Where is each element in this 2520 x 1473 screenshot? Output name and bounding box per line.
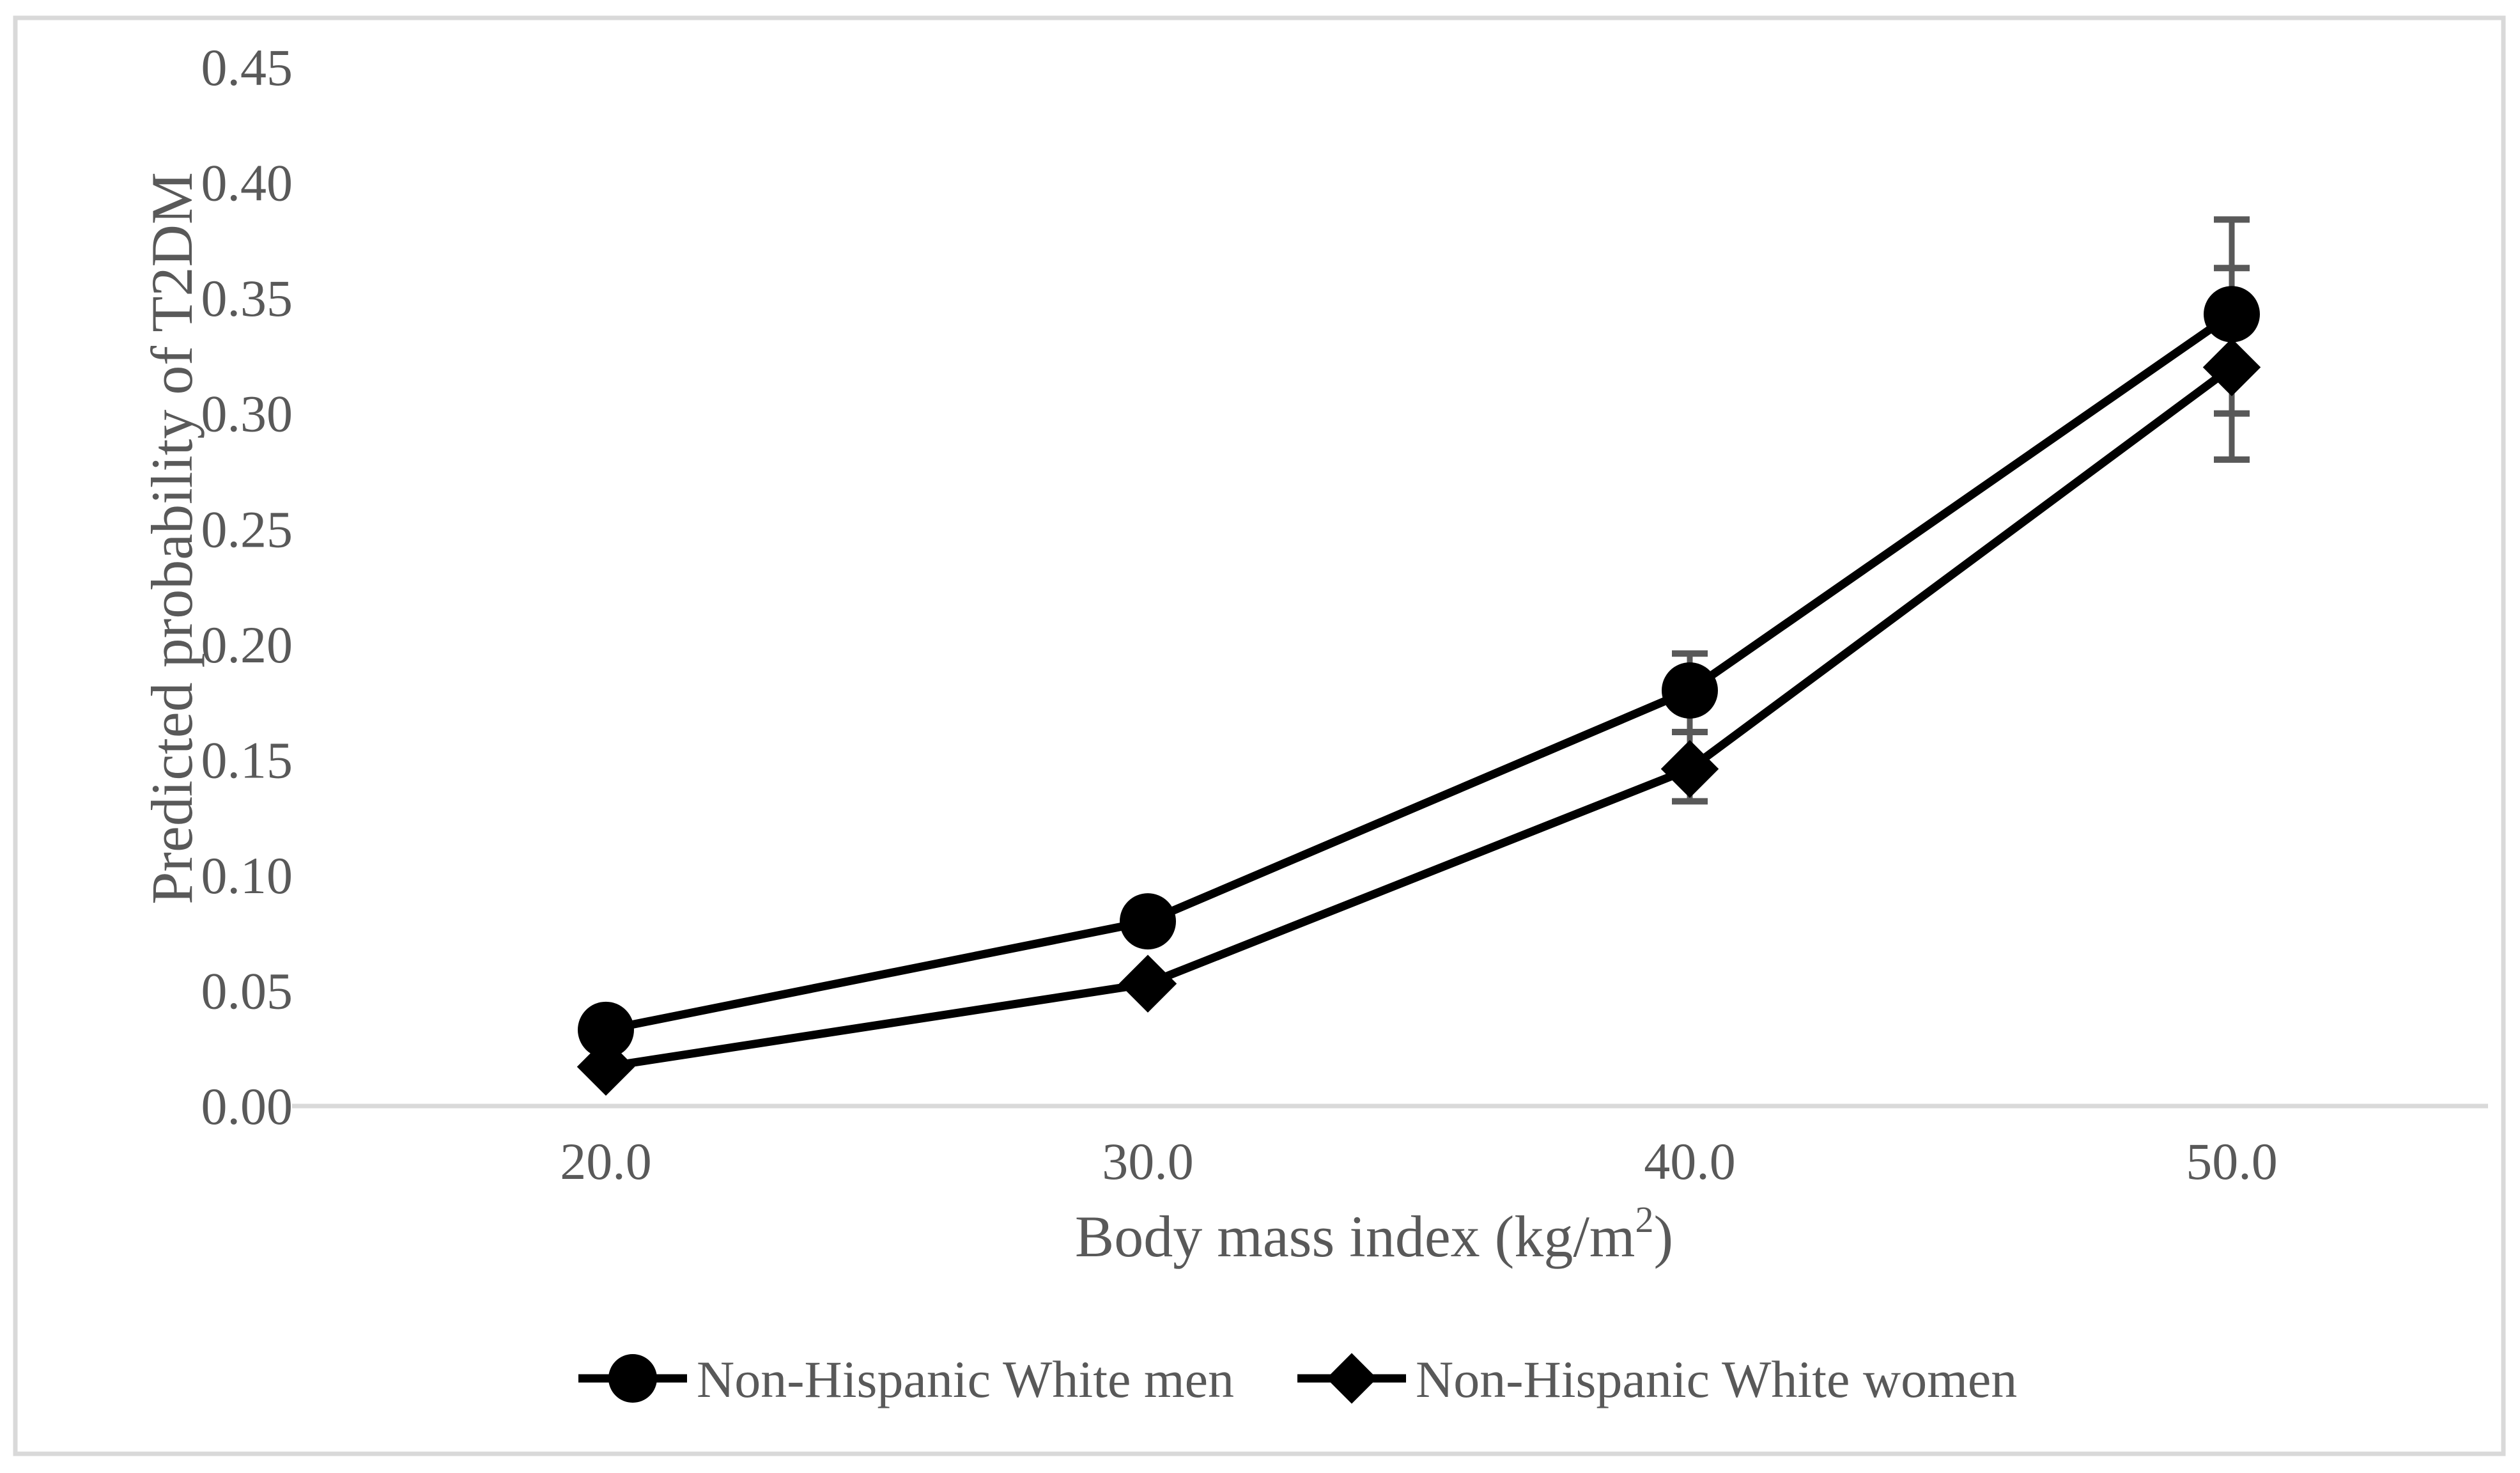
- x-axis-title-prefix: Body mass index (kg/m: [1075, 1204, 1635, 1269]
- y-tick-label: 0.40: [201, 154, 293, 212]
- x-tick-label: 30.0: [1102, 1132, 1194, 1190]
- y-tick-label: 0.45: [201, 38, 293, 97]
- x-tick-label: 20.0: [560, 1132, 652, 1190]
- legend: Non-Hispanic White men Non-Hispanic Whit…: [578, 1350, 2017, 1408]
- y-tick-label: 0.05: [201, 962, 293, 1020]
- x-axis-title: Body mass index (kg/m2): [1075, 1199, 1673, 1269]
- legend-diamond-marker-icon: [1326, 1353, 1377, 1404]
- legend-label-women: Non-Hispanic White women: [1416, 1350, 2017, 1408]
- data-point-circle: [1662, 662, 1718, 719]
- plot-area: 0.00 0.05 0.10 0.15 0.20 0.25 0.30 0.35 0.40 0.45…: [201, 38, 2488, 1190]
- y-tick-label: 0.10: [201, 846, 293, 905]
- figure-border: [13, 15, 2506, 1456]
- y-tick-label: 0.15: [201, 731, 293, 789]
- x-tick-label: 40.0: [1644, 1132, 1736, 1190]
- y-tick-label: 0.20: [201, 616, 293, 674]
- legend-item-women: Non-Hispanic White women: [1297, 1350, 2017, 1408]
- x-axis-title-suffix: ): [1653, 1204, 1673, 1269]
- series-line-men: [605, 311, 2234, 1034]
- data-point-circle: [1120, 893, 1176, 950]
- legend-circle-marker-icon: [608, 1354, 657, 1403]
- legend-label-men: Non-Hispanic White men: [697, 1350, 1234, 1408]
- y-tick-label: 0.35: [201, 269, 293, 327]
- data-point-diamond: [1660, 740, 1719, 799]
- y-tick-label: 0.00: [201, 1077, 293, 1135]
- series-line-women: [605, 364, 2234, 1072]
- data-point-diamond: [1118, 955, 1177, 1013]
- y-tick-label: 0.25: [201, 500, 293, 558]
- y-tick-label: 0.30: [201, 385, 293, 443]
- legend-item-men: Non-Hispanic White men: [578, 1350, 1234, 1408]
- data-point-circle: [2204, 286, 2260, 343]
- x-tick-label: 50.0: [2186, 1132, 2278, 1190]
- x-axis-title-superscript: 2: [1635, 1199, 1653, 1240]
- y-axis-title: Predicted probability of T2DM: [139, 172, 205, 905]
- data-point-circle: [578, 1001, 634, 1058]
